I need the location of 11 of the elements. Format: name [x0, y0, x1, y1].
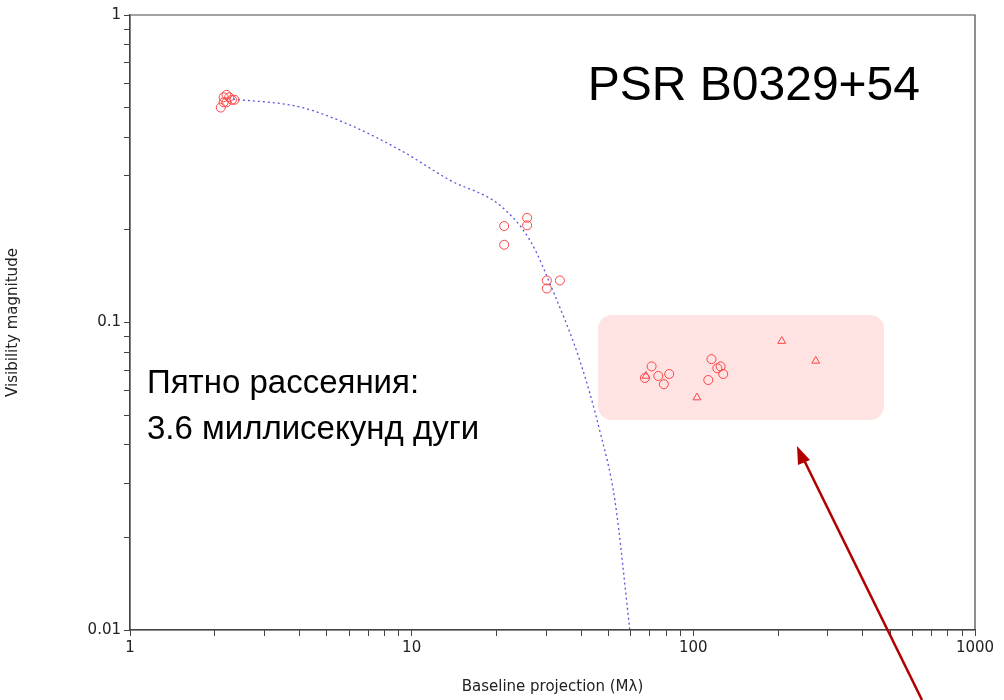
text: PSR B0329+54: [587, 57, 920, 110]
y-axis-title: Visibility magnitude: [2, 248, 21, 397]
y-tick-label: 0.01: [87, 619, 121, 638]
x-tick-label: 100: [679, 637, 708, 656]
x-axis-title: Baseline projection (Mλ): [461, 676, 644, 695]
annotation: Пятно рассеяния: 3.6 миллисекунд дуги: [147, 363, 480, 446]
x-tick-label: 10: [402, 637, 422, 656]
x-tick-label: 1000: [955, 637, 995, 656]
y-tick-label: 0.1: [97, 312, 121, 331]
x-tick-label: 1: [125, 637, 135, 656]
y-tick-label: 1: [111, 4, 121, 23]
